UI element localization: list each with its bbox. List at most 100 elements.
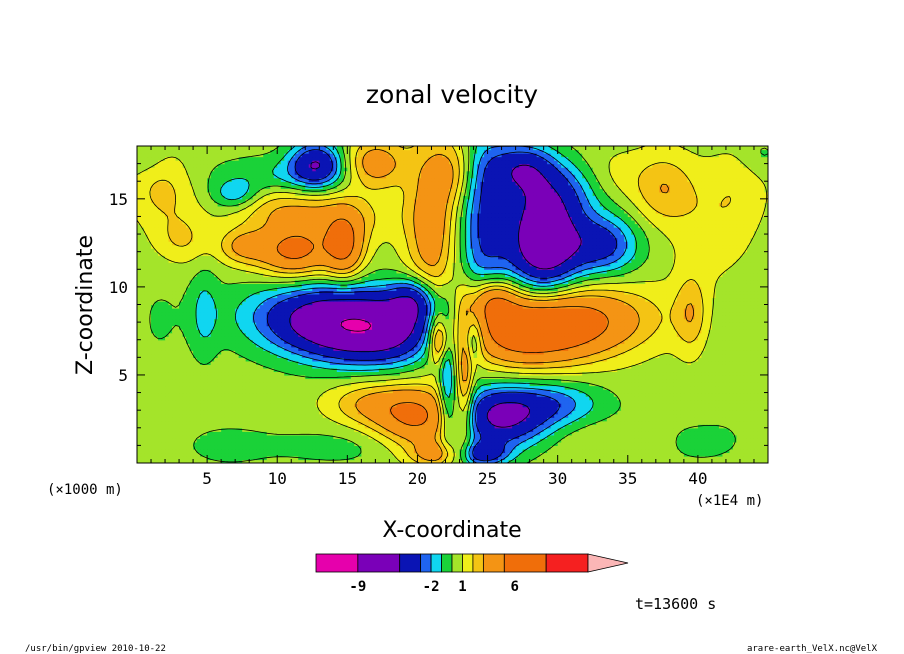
field-cell (280, 374, 285, 380)
field-cell (606, 385, 611, 390)
field-cell (406, 371, 412, 376)
field-cell (378, 417, 383, 422)
field-cell (746, 381, 752, 387)
field-cell (137, 364, 142, 369)
field-cell (505, 413, 510, 418)
field-cell (298, 427, 303, 432)
field-cell (697, 389, 702, 394)
field-cell (399, 417, 405, 422)
field-cell (273, 406, 278, 411)
field-cell (406, 410, 412, 415)
field-cell (214, 448, 219, 454)
field-cell (547, 410, 552, 415)
field-cell (603, 434, 608, 439)
field-cell (540, 438, 545, 443)
field-cell (231, 445, 236, 450)
field-cell (582, 445, 587, 450)
field-cell (484, 448, 489, 454)
field-cell (137, 381, 142, 387)
field-cell (207, 438, 212, 443)
field-cell (417, 392, 422, 397)
field-cell (694, 396, 699, 401)
field-cell (519, 381, 524, 387)
field-cell (399, 381, 405, 387)
field-cell (522, 364, 527, 369)
field-cell (620, 459, 625, 463)
field-cell (392, 378, 398, 383)
field-cell (694, 445, 699, 450)
field-cell (259, 399, 264, 404)
field-cell (463, 399, 468, 404)
field-cell (385, 424, 390, 429)
field-cell (459, 441, 464, 446)
field-cell (238, 434, 243, 439)
field-cell (561, 367, 566, 373)
field-cell (564, 459, 569, 463)
field-cell (603, 389, 608, 394)
field-cell (659, 385, 664, 390)
field-cell (498, 399, 503, 404)
field-cell (568, 406, 573, 411)
field-cell (431, 381, 436, 387)
field-cell (294, 389, 299, 394)
field-cell (680, 396, 685, 401)
field-cell (582, 427, 587, 432)
field-cell (161, 403, 166, 408)
field-cell (690, 438, 695, 443)
field-cell (305, 367, 310, 373)
field-cell (175, 371, 180, 376)
field-cell (624, 452, 629, 457)
field-cell (392, 434, 398, 439)
field-cell (641, 389, 646, 394)
field-cell (182, 448, 187, 454)
field-cell (245, 403, 250, 408)
field-cell (708, 399, 713, 404)
field-cell (263, 371, 268, 376)
field-cell (515, 367, 520, 373)
field-cell (736, 374, 741, 380)
field-cell (413, 389, 419, 394)
field-cell (515, 403, 520, 408)
field-cell (242, 455, 247, 461)
field-cell (375, 424, 380, 429)
field-cell (399, 392, 405, 397)
field-cell (305, 406, 310, 411)
field-cell (610, 452, 615, 457)
field-cell (711, 424, 717, 429)
field-cell (613, 431, 618, 436)
field-cell (620, 406, 625, 411)
field-cell (403, 371, 408, 376)
field-cell (764, 420, 768, 425)
field-cell (732, 371, 738, 376)
field-cell (214, 371, 219, 376)
field-cell (277, 459, 282, 463)
field-cell (480, 413, 485, 418)
field-cell (627, 448, 632, 454)
field-cell (711, 445, 717, 450)
field-cell (690, 452, 695, 457)
field-cell (715, 424, 720, 429)
field-cell (704, 441, 710, 446)
field-cell (743, 406, 748, 411)
field-cell (519, 364, 524, 369)
field-cell (364, 417, 369, 422)
field-cell (736, 431, 741, 436)
field-cell (270, 381, 275, 387)
field-cell (305, 371, 310, 376)
field-cell (165, 441, 170, 446)
field-cell (501, 413, 506, 418)
field-cell (151, 431, 156, 436)
field-cell (603, 406, 608, 411)
field-cell (431, 389, 436, 394)
field-cell (200, 385, 205, 390)
field-cell (494, 448, 499, 454)
field-cell (512, 406, 517, 411)
field-cell (634, 417, 639, 422)
field-cell (445, 403, 450, 408)
field-cell (305, 427, 310, 432)
field-cell (697, 459, 702, 463)
field-cell (413, 424, 419, 429)
field-cell (557, 413, 562, 418)
field-cell (554, 385, 559, 390)
field-cell (564, 438, 569, 443)
